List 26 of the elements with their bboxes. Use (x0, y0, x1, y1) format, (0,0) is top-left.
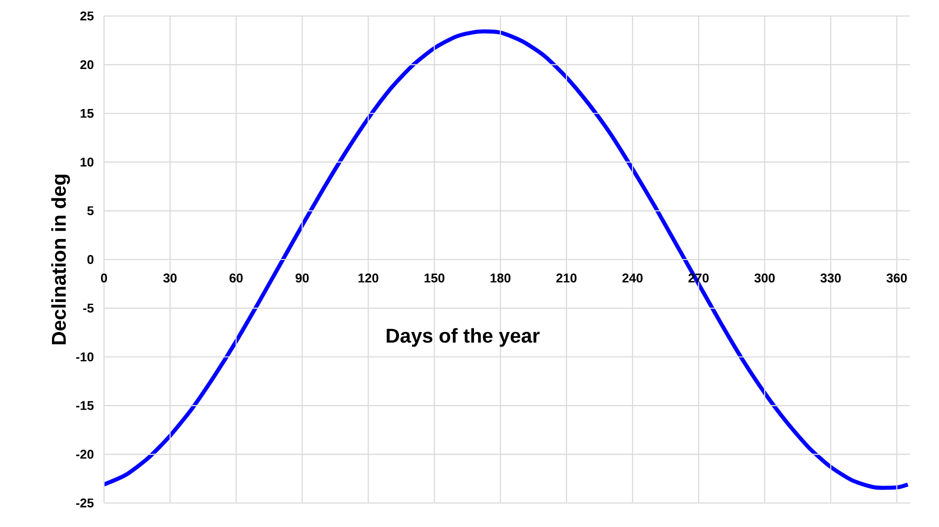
x-tick-label: 90 (296, 274, 309, 282)
y-tick-label: 0 (87, 255, 94, 264)
y-tick-label: -5 (83, 304, 94, 313)
x-axis-title: Days of the year (386, 328, 540, 347)
x-tick-label: 180 (490, 274, 510, 282)
y-axis-title: Declination in deg (51, 174, 70, 344)
x-tick-label: 210 (556, 274, 577, 282)
line-series (102, 29, 910, 490)
y-tick-label: 5 (87, 206, 94, 216)
x-tick-label: 330 (820, 274, 841, 283)
y-tick-label: 25 (80, 12, 94, 20)
x-tick-label: 240 (622, 274, 643, 282)
y-tick-label: -25 (76, 498, 94, 508)
y-tick-label: 15 (80, 108, 94, 118)
y-tick-label: 10 (80, 158, 94, 167)
x-tick-label: 120 (358, 274, 378, 282)
x-tick-label: 360 (886, 274, 907, 283)
y-tick-label: -10 (76, 352, 94, 362)
y-tick-label: -15 (76, 401, 94, 410)
x-tick-label: 30 (163, 274, 177, 283)
y-tick-label: -20 (76, 450, 94, 459)
y-tick-label: 20 (80, 60, 94, 70)
x-tick-label: 150 (424, 274, 444, 282)
x-tick-label: 60 (230, 274, 243, 282)
x-tick-label: 300 (754, 274, 775, 283)
x-tick-label: 0 (100, 274, 108, 282)
